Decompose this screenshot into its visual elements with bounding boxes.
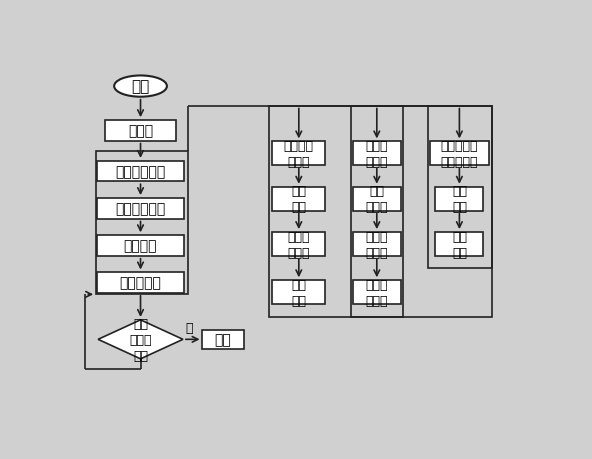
FancyBboxPatch shape (353, 280, 401, 305)
Text: 设置保
存位置: 设置保 存位置 (365, 278, 388, 307)
Text: 均値
运算: 均値 运算 (291, 185, 306, 214)
FancyBboxPatch shape (435, 187, 484, 211)
FancyBboxPatch shape (272, 233, 325, 257)
FancyBboxPatch shape (97, 199, 184, 219)
FancyBboxPatch shape (430, 142, 489, 166)
Text: 数据保存信
息文件写入: 数据保存信 息文件写入 (440, 140, 478, 168)
Text: 选择工作方式: 选择工作方式 (115, 165, 166, 179)
Text: 定义保
存位置: 定义保 存位置 (365, 140, 388, 168)
Text: 保存至数组: 保存至数组 (120, 276, 162, 290)
Ellipse shape (114, 76, 167, 97)
Text: 分离和解
析数据: 分离和解 析数据 (284, 140, 314, 168)
Text: 设置保
存方式: 设置保 存方式 (365, 230, 388, 259)
FancyBboxPatch shape (202, 330, 244, 349)
Text: 数据
显示: 数据 显示 (291, 278, 306, 307)
FancyBboxPatch shape (97, 273, 184, 293)
Text: 初始化: 初始化 (128, 124, 153, 138)
Text: 选择配置方式: 选择配置方式 (115, 202, 166, 216)
Text: 数据系
数调整: 数据系 数调整 (288, 230, 310, 259)
Text: 数据
写入: 数据 写入 (452, 185, 467, 214)
FancyBboxPatch shape (435, 233, 484, 257)
FancyBboxPatch shape (272, 142, 325, 166)
FancyBboxPatch shape (97, 235, 184, 256)
Text: 是: 是 (185, 321, 192, 334)
Text: 定义
文件名: 定义 文件名 (365, 185, 388, 214)
Polygon shape (98, 320, 183, 359)
Text: 数据
保存: 数据 保存 (452, 230, 467, 259)
FancyBboxPatch shape (272, 280, 325, 305)
FancyBboxPatch shape (353, 187, 401, 211)
Text: 报警: 报警 (215, 333, 231, 347)
FancyBboxPatch shape (272, 187, 325, 211)
FancyBboxPatch shape (353, 142, 401, 166)
Text: 开始: 开始 (131, 79, 150, 95)
Text: 是否
达到预
设值: 是否 达到预 设值 (129, 317, 152, 362)
Text: 数据采集: 数据采集 (124, 239, 157, 253)
FancyBboxPatch shape (97, 162, 184, 182)
FancyBboxPatch shape (353, 233, 401, 257)
FancyBboxPatch shape (105, 121, 176, 141)
